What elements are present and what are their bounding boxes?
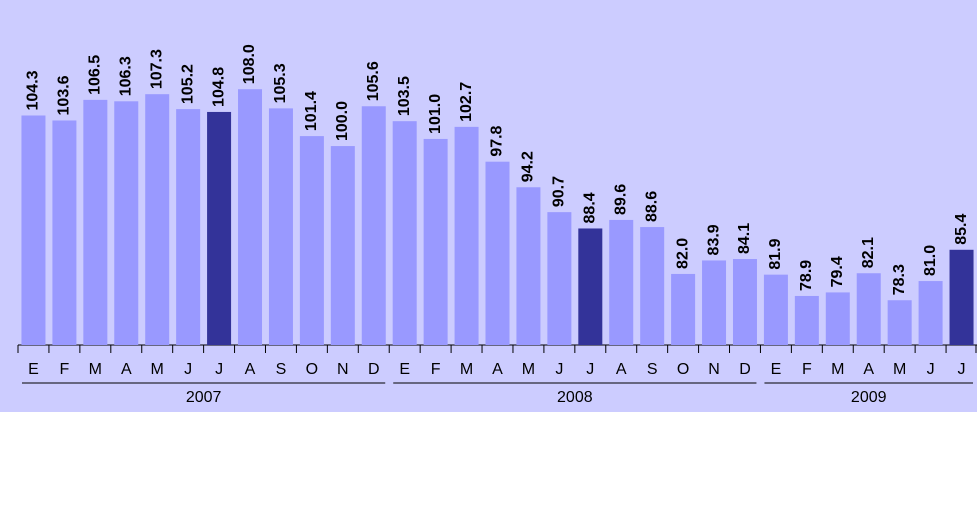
x-tick-label: O (677, 361, 689, 378)
value-label: 108.0 (241, 44, 258, 84)
x-tick-label: N (708, 361, 720, 378)
value-label: 104.8 (210, 67, 227, 107)
x-tick-label: F (431, 361, 441, 378)
value-label: 83.9 (705, 224, 722, 255)
bar (268, 108, 293, 345)
value-label: 105.3 (272, 63, 289, 103)
bar (702, 260, 727, 345)
value-label: 101.0 (427, 94, 444, 134)
bar (176, 109, 201, 346)
x-tick-label: J (555, 361, 563, 378)
bar (825, 292, 850, 345)
bar (516, 187, 541, 345)
x-tick-label: M (151, 361, 164, 378)
x-tick-label: A (616, 361, 627, 378)
x-tick-label: M (831, 361, 844, 378)
bar (21, 115, 46, 345)
bar (392, 121, 417, 346)
x-tick-label: E (771, 361, 782, 378)
group-label: 2007 (186, 389, 222, 406)
group-label: 2008 (557, 389, 593, 406)
x-tick-label: A (863, 361, 874, 378)
value-label: 82.1 (860, 237, 877, 268)
x-tick-label: F (802, 361, 812, 378)
value-label: 90.7 (551, 176, 568, 207)
x-tick-label: A (492, 361, 503, 378)
value-label: 103.5 (396, 76, 413, 116)
x-tick-label: D (368, 361, 380, 378)
x-tick-label: J (958, 361, 966, 378)
x-tick-label: M (89, 361, 102, 378)
bar (299, 136, 324, 345)
value-label: 81.0 (922, 245, 939, 276)
bar (83, 99, 108, 345)
bar (423, 138, 448, 345)
value-label: 82.0 (674, 238, 691, 269)
bar (609, 219, 634, 345)
value-label: 88.4 (582, 192, 599, 223)
x-tick-label: E (399, 361, 410, 378)
bar (578, 228, 603, 345)
value-label: 102.7 (458, 82, 475, 122)
bar (330, 146, 355, 345)
x-tick-label: M (460, 361, 473, 378)
value-label: 85.4 (953, 214, 970, 245)
value-label: 101.4 (303, 91, 320, 131)
value-label: 107.3 (148, 49, 165, 89)
value-label: 88.6 (643, 191, 660, 222)
value-label: 106.5 (87, 55, 104, 95)
x-tick-label: J (215, 361, 223, 378)
bar (454, 126, 479, 345)
bar (238, 89, 263, 345)
bar (794, 295, 819, 345)
bar (207, 111, 232, 346)
x-tick-label: M (893, 361, 906, 378)
x-tick-label: O (306, 361, 318, 378)
x-tick-label: E (28, 361, 39, 378)
bar (732, 259, 757, 345)
bar (671, 273, 696, 345)
value-label: 103.6 (56, 75, 73, 115)
bar (949, 249, 974, 345)
x-tick-label: J (184, 361, 192, 378)
value-label: 97.8 (489, 125, 506, 156)
value-label: 104.3 (25, 70, 42, 110)
bar (52, 120, 77, 345)
value-label: 81.9 (767, 238, 784, 269)
bar (887, 300, 912, 345)
value-label: 79.4 (829, 256, 846, 287)
value-label: 106.3 (117, 56, 134, 96)
x-tick-label: D (739, 361, 751, 378)
bar (145, 94, 170, 346)
bar (361, 106, 386, 346)
value-label: 100.0 (334, 101, 351, 141)
x-tick-label: S (276, 361, 287, 378)
value-label: 84.1 (736, 223, 753, 254)
bar (547, 212, 572, 345)
x-tick-label: J (586, 361, 594, 378)
bar (114, 101, 139, 345)
bar (763, 274, 788, 345)
bar (485, 161, 510, 345)
x-tick-label: A (245, 361, 256, 378)
x-tick-label: M (522, 361, 535, 378)
x-tick-label: N (337, 361, 349, 378)
value-label: 105.6 (365, 61, 382, 101)
x-tick-label: A (121, 361, 132, 378)
bar (918, 281, 943, 345)
value-label: 78.3 (891, 264, 908, 295)
x-tick-label: J (927, 361, 935, 378)
value-label: 94.2 (520, 151, 537, 182)
x-tick-label: F (60, 361, 70, 378)
value-label: 78.9 (798, 260, 815, 291)
value-label: 89.6 (612, 184, 629, 215)
bar (640, 227, 665, 345)
bar (856, 273, 881, 345)
group-label: 2009 (851, 389, 887, 406)
x-tick-label: S (647, 361, 658, 378)
value-label: 105.2 (179, 64, 196, 104)
